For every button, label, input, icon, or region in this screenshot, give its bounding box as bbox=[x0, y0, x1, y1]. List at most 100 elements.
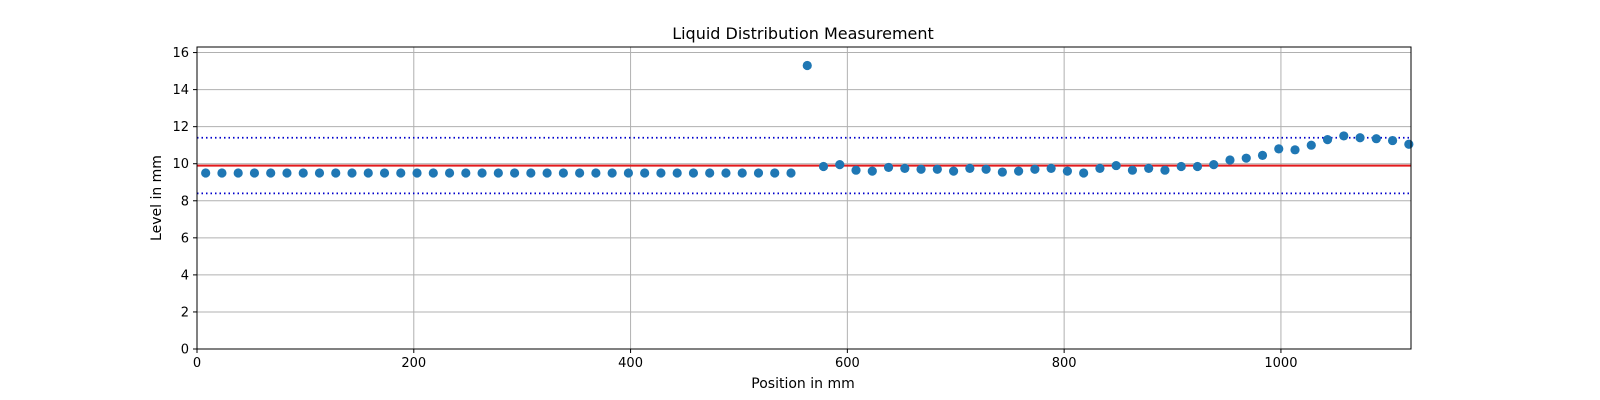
data-point bbox=[1387, 135, 1398, 146]
data-point bbox=[802, 60, 812, 71]
data-point bbox=[1404, 139, 1414, 149]
data-point bbox=[672, 168, 682, 178]
y-tick-label: 2 bbox=[181, 305, 189, 320]
data-point bbox=[1176, 161, 1186, 172]
data-point bbox=[444, 168, 455, 178]
data-point bbox=[1079, 168, 1089, 178]
data-point bbox=[266, 168, 276, 178]
y-tick-label: 10 bbox=[172, 157, 189, 172]
data-point bbox=[640, 168, 650, 178]
data-point bbox=[526, 168, 536, 178]
data-point bbox=[1192, 161, 1203, 172]
data-point bbox=[981, 164, 991, 174]
data-point bbox=[900, 163, 910, 173]
y-axis-label: Level in mm bbox=[149, 155, 165, 241]
data-point bbox=[217, 168, 227, 178]
data-point bbox=[786, 168, 796, 178]
data-point bbox=[1371, 134, 1381, 144]
reference-lines bbox=[197, 136, 1411, 195]
data-point bbox=[428, 168, 438, 178]
data-point bbox=[201, 168, 211, 178]
data-point bbox=[916, 164, 926, 174]
data-point bbox=[997, 167, 1007, 177]
x-tick-label: 600 bbox=[835, 356, 860, 371]
data-point bbox=[1046, 163, 1056, 173]
y-tick-label: 12 bbox=[172, 120, 189, 135]
x-axis-label: Position in mm bbox=[751, 376, 854, 392]
x-tick-label: 400 bbox=[618, 356, 643, 371]
y-tick-label: 0 bbox=[181, 343, 189, 358]
data-point bbox=[347, 168, 357, 178]
x-tick-label: 800 bbox=[1052, 356, 1077, 371]
y-tick-label: 4 bbox=[181, 268, 189, 283]
data-point bbox=[818, 161, 829, 172]
data-point bbox=[867, 166, 877, 176]
data-point bbox=[705, 168, 715, 178]
data-point bbox=[1257, 150, 1268, 160]
data-point bbox=[1355, 133, 1365, 143]
data-point bbox=[477, 168, 487, 178]
data-point bbox=[607, 168, 617, 178]
data-point bbox=[591, 168, 601, 178]
data-point bbox=[1014, 166, 1024, 176]
data-point bbox=[509, 168, 520, 178]
data-point bbox=[932, 164, 942, 174]
data-point bbox=[965, 163, 975, 173]
y-axis-ticks: 0 2 4 6 8 10 12 14 16 bbox=[172, 46, 197, 358]
data-point bbox=[1274, 144, 1284, 154]
data-point bbox=[835, 160, 845, 170]
data-point bbox=[282, 168, 292, 178]
data-point bbox=[314, 168, 325, 178]
data-point bbox=[363, 168, 373, 178]
data-point bbox=[396, 168, 406, 178]
data-point bbox=[721, 168, 731, 178]
y-tick-label: 16 bbox=[172, 46, 189, 61]
x-tick-label: 1000 bbox=[1264, 356, 1297, 371]
data-point bbox=[542, 168, 552, 178]
data-point bbox=[412, 168, 422, 178]
data-point bbox=[1160, 165, 1170, 175]
data-point bbox=[1225, 155, 1235, 165]
data-point bbox=[331, 168, 341, 178]
data-point bbox=[656, 168, 666, 178]
data-point bbox=[1322, 135, 1333, 145]
y-tick-label: 14 bbox=[172, 83, 189, 98]
grid-lines bbox=[196, 47, 1411, 350]
data-point bbox=[948, 166, 959, 176]
data-point bbox=[1030, 164, 1040, 174]
y-tick-label: 8 bbox=[181, 194, 189, 209]
data-point bbox=[1144, 163, 1154, 173]
data-point bbox=[461, 168, 471, 178]
data-point bbox=[493, 168, 503, 178]
data-point bbox=[1306, 140, 1316, 150]
data-point bbox=[233, 168, 243, 178]
data-point bbox=[883, 162, 894, 173]
data-point bbox=[1062, 166, 1072, 176]
y-tick-label: 6 bbox=[181, 231, 189, 246]
data-point bbox=[558, 168, 568, 178]
data-point bbox=[298, 168, 308, 178]
data-point bbox=[379, 168, 390, 178]
data-point bbox=[575, 168, 585, 178]
data-point bbox=[1127, 165, 1138, 175]
data-point bbox=[688, 168, 699, 178]
data-point bbox=[623, 168, 634, 178]
plot-frame bbox=[196, 46, 1412, 350]
data-point bbox=[1095, 163, 1105, 173]
data-point bbox=[770, 168, 780, 178]
chart-title: Liquid Distribution Measurement bbox=[672, 24, 934, 43]
data-point bbox=[851, 165, 861, 175]
x-tick-label: 200 bbox=[401, 356, 426, 371]
data-point bbox=[1209, 160, 1219, 170]
x-axis-ticks: 0 200 400 600 800 1000 bbox=[193, 349, 1297, 371]
data-point bbox=[737, 168, 747, 178]
data-points bbox=[201, 60, 1414, 178]
data-point bbox=[1241, 153, 1251, 163]
x-tick-label: 0 bbox=[193, 356, 201, 371]
data-point bbox=[1339, 131, 1349, 141]
data-point bbox=[753, 168, 764, 178]
data-point bbox=[249, 168, 260, 178]
data-point bbox=[1111, 160, 1121, 171]
data-point bbox=[1290, 145, 1300, 155]
